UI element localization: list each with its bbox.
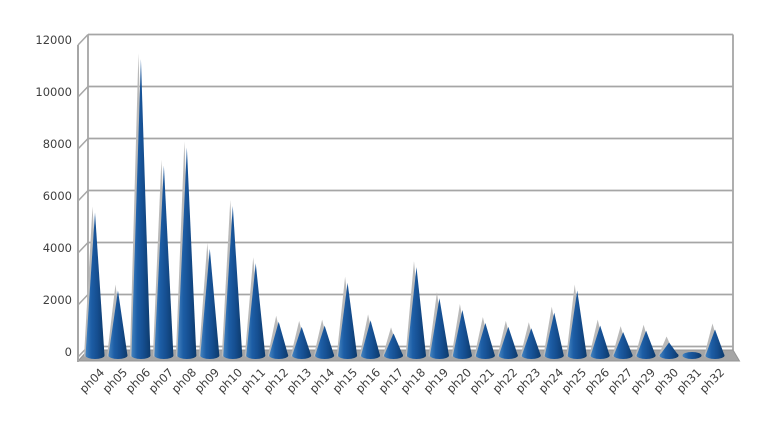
cone-ph32 xyxy=(705,329,725,356)
cone-ph15 xyxy=(338,282,358,356)
cone-ph08 xyxy=(177,147,197,356)
cone-ph18 xyxy=(406,267,426,356)
cone-ph16 xyxy=(361,320,381,356)
cone-ph26 xyxy=(590,325,610,356)
cone-ph10 xyxy=(223,206,243,356)
cone-ph14 xyxy=(315,325,335,356)
y-tick-4000 xyxy=(77,241,89,254)
cone-ph09 xyxy=(200,248,220,356)
cone-ph07 xyxy=(154,165,174,356)
cone-ph22 xyxy=(498,326,518,356)
cone-ph06 xyxy=(131,59,151,356)
y-tick-6000 xyxy=(77,189,89,202)
cone-ph24 xyxy=(544,312,564,356)
cone-ph30 xyxy=(659,342,679,356)
y-tick-2000 xyxy=(77,293,89,306)
cone-ph17 xyxy=(384,333,404,356)
y-tick-8000 xyxy=(77,137,89,150)
cone-ph19 xyxy=(429,298,449,356)
cone-ph25 xyxy=(567,290,587,356)
cone-ph20 xyxy=(452,310,472,356)
y-tick-12000 xyxy=(77,33,89,46)
cone-ph27 xyxy=(613,332,633,356)
cone-ph12 xyxy=(269,321,289,356)
cone-ph11 xyxy=(246,263,266,356)
cone-ph13 xyxy=(292,326,312,356)
cone-ph04 xyxy=(85,212,105,356)
cone-ph31 xyxy=(682,353,702,356)
cone-ph23 xyxy=(521,328,541,356)
y-tick-10000 xyxy=(77,85,89,98)
cone-ph29 xyxy=(636,330,656,356)
cone-ph21 xyxy=(475,323,495,356)
cone-ph05 xyxy=(108,290,128,356)
